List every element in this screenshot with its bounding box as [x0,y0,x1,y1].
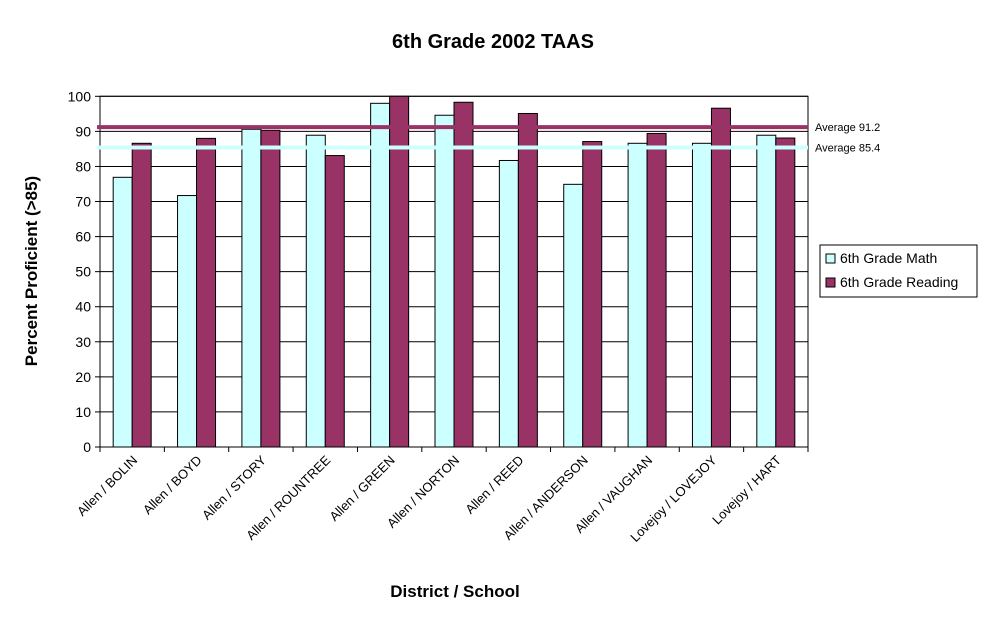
y-tick-label: 60 [75,229,91,245]
bar-math [434,114,455,448]
y-tick-label: 70 [75,194,91,210]
bar-math [241,128,262,448]
legend: 6th Grade Math 6th Grade Reading [819,244,978,298]
y-tick-label: 90 [75,123,91,139]
bar-reading [196,137,217,448]
y-tick-label: 10 [75,404,91,420]
y-tick-label: 50 [75,264,91,280]
x-tick-label: Allen / GREEN [326,453,397,524]
bar-reading [646,132,667,448]
bar-reading [775,137,796,448]
bar-math [498,159,519,448]
bar-reading [453,101,474,448]
legend-label: 6th Grade Math [840,250,937,266]
average-label: Average 91.2 [815,122,880,134]
bar-math [177,195,198,448]
legend-swatch [825,277,836,288]
bar-math [563,183,584,448]
bar-math [305,134,326,448]
x-tick-label: Allen / BOLIN [74,453,140,519]
bar-reading [324,155,345,448]
bar-math [756,134,777,448]
bar-math [370,102,391,448]
bar-reading [582,141,603,448]
bar-math [691,142,712,448]
y-axis-label: Percent Proficient (>85) [22,176,41,366]
bar-reading [389,95,410,448]
bar-math [627,142,648,448]
x-tick-label: Allen / BOYD [140,453,205,518]
legend-label: 6th Grade Reading [840,274,958,290]
bar-math [112,176,133,448]
y-tick-label: 0 [83,439,91,455]
bar-reading [517,112,538,448]
y-tick-label: 100 [68,88,92,104]
y-tick-label: 30 [75,334,91,350]
y-tick-label: 20 [75,369,91,385]
y-tick-label: 40 [75,299,91,315]
x-tick-label: Allen / STORY [199,452,269,522]
legend-swatch [825,253,836,264]
y-tick-label: 80 [75,158,91,174]
bar-reading [131,142,152,448]
x-tick-label: Lovejoy / HART [709,452,784,527]
chart-title: 6th Grade 2002 TAAS [392,31,594,53]
x-axis-label: District / School [390,582,519,601]
average-label: Average 85.4 [815,143,880,155]
legend-box [819,244,978,298]
x-tick-label: Allen / REED [462,453,526,517]
bar-reading [710,107,731,448]
bar-reading [260,129,281,448]
